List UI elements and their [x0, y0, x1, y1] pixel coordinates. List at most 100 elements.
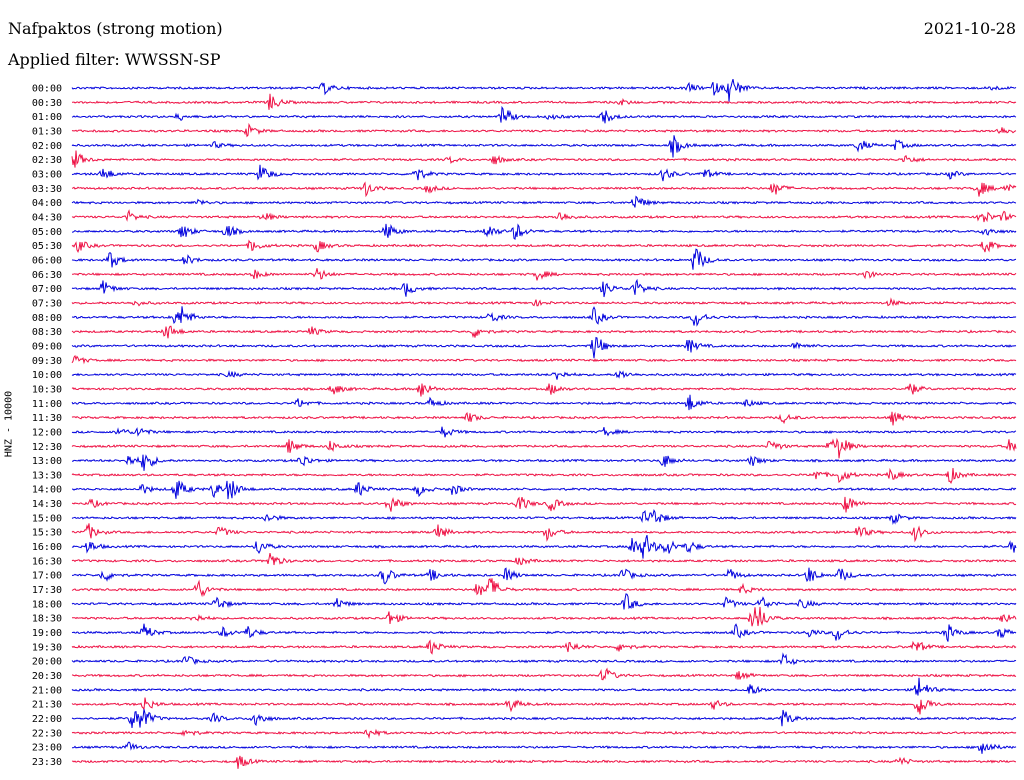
trace-1430 [71, 496, 1017, 513]
row-label-2030: 20:30 [32, 671, 62, 682]
trace-2300 [72, 741, 1017, 754]
trace-1130 [71, 411, 1017, 426]
trace-0500 [72, 223, 1017, 240]
trace-0730 [71, 297, 1017, 307]
trace-1000 [71, 370, 1017, 380]
record-date: 2021-10-28 [923, 19, 1016, 38]
row-label-0600: 06:00 [32, 255, 62, 266]
row-label-0830: 08:30 [32, 327, 62, 338]
trace-0130 [71, 122, 1017, 138]
trace-1030 [71, 383, 1017, 397]
row-label-0930: 09:30 [32, 356, 62, 367]
row-label-1130: 11:30 [32, 413, 62, 424]
row-label-1700: 17:00 [32, 571, 62, 582]
row-label-1430: 14:30 [32, 499, 62, 510]
row-label-0000: 00:00 [32, 84, 62, 95]
trace-1500 [71, 508, 1017, 526]
trace-0930 [71, 354, 1017, 365]
trace-1230 [71, 437, 1017, 459]
trace-0400 [71, 195, 1017, 208]
trace-0030 [71, 93, 1017, 110]
row-label-2330: 23:30 [32, 757, 62, 768]
row-label-1930: 19:30 [32, 642, 62, 653]
trace-1100 [71, 394, 1017, 411]
trace-0530 [71, 239, 1017, 254]
row-label-0530: 05:30 [32, 241, 62, 252]
row-label-2100: 21:00 [32, 685, 62, 696]
row-label-2200: 22:00 [32, 714, 62, 725]
row-label-0430: 04:30 [32, 212, 62, 223]
station-title: Nafpaktos (strong motion) [8, 19, 223, 38]
row-label-0330: 03:30 [32, 184, 62, 195]
trace-0430 [71, 209, 1017, 223]
trace-1630 [71, 552, 1017, 566]
row-label-0130: 01:30 [32, 126, 62, 137]
trace-1700 [72, 567, 1017, 585]
trace-1600 [71, 534, 1017, 559]
row-label-1600: 16:00 [32, 542, 62, 553]
row-label-0300: 03:00 [32, 169, 62, 180]
row-label-1030: 10:30 [32, 384, 62, 395]
row-label-0100: 01:00 [32, 112, 62, 123]
trace-1800 [71, 593, 1017, 610]
trace-1200 [71, 426, 1017, 438]
trace-0700 [71, 278, 1017, 298]
row-label-1000: 10:00 [32, 370, 62, 381]
trace-0200 [71, 135, 1017, 158]
trace-2030 [71, 667, 1017, 681]
row-label-1200: 12:00 [32, 427, 62, 438]
row-label-0800: 08:00 [32, 313, 62, 324]
trace-0830 [71, 325, 1017, 339]
row-label-1100: 11:00 [32, 399, 62, 410]
row-label-1300: 13:00 [32, 456, 62, 467]
row-label-1830: 18:30 [32, 614, 62, 625]
trace-1300 [71, 454, 1017, 471]
row-label-0230: 02:30 [32, 155, 62, 166]
row-label-1800: 18:00 [32, 599, 62, 610]
trace-1930 [71, 639, 1017, 655]
row-label-0730: 07:30 [32, 298, 62, 309]
row-label-1500: 15:00 [32, 513, 62, 524]
trace-1530 [71, 523, 1017, 543]
filter-label: Applied filter: WWSSN-SP [8, 50, 221, 69]
trace-0100 [71, 105, 1017, 124]
row-label-0900: 09:00 [32, 341, 62, 352]
row-label-2130: 21:30 [32, 700, 62, 711]
trace-0300 [71, 164, 1017, 182]
trace-0900 [71, 336, 1017, 359]
trace-0230 [71, 150, 1017, 168]
row-label-1630: 16:30 [32, 556, 62, 567]
row-label-2000: 20:00 [32, 657, 62, 668]
trace-1900 [71, 623, 1017, 642]
trace-0600 [71, 248, 1017, 270]
row-label-1400: 14:00 [32, 485, 62, 496]
row-label-1230: 12:30 [32, 442, 62, 453]
row-label-1530: 15:30 [32, 528, 62, 539]
trace-2000 [71, 652, 1017, 666]
row-label-0500: 05:00 [32, 227, 62, 238]
row-label-1330: 13:30 [32, 470, 62, 481]
trace-2230 [71, 728, 1017, 740]
trace-2330 [71, 755, 1016, 769]
row-label-1900: 19:00 [32, 628, 62, 639]
row-label-2230: 22:30 [32, 728, 62, 739]
trace-0630 [71, 268, 1017, 281]
row-label-0200: 02:00 [32, 141, 62, 152]
row-label-0030: 00:30 [32, 98, 62, 109]
trace-1400 [72, 480, 1017, 500]
trace-2200 [71, 709, 1017, 728]
trace-2100 [71, 677, 1017, 696]
trace-0330 [71, 181, 1017, 198]
row-label-0630: 06:30 [32, 270, 62, 281]
row-label-0700: 07:00 [32, 284, 62, 295]
trace-0800 [71, 306, 1017, 327]
trace-1730 [71, 578, 1017, 598]
trace-0000 [71, 78, 1017, 102]
trace-1330 [71, 467, 1017, 485]
row-label-2300: 23:00 [32, 743, 62, 754]
row-label-0400: 04:00 [32, 198, 62, 209]
trace-1830 [72, 606, 1017, 627]
trace-2130 [71, 697, 1017, 715]
row-label-1730: 17:30 [32, 585, 62, 596]
